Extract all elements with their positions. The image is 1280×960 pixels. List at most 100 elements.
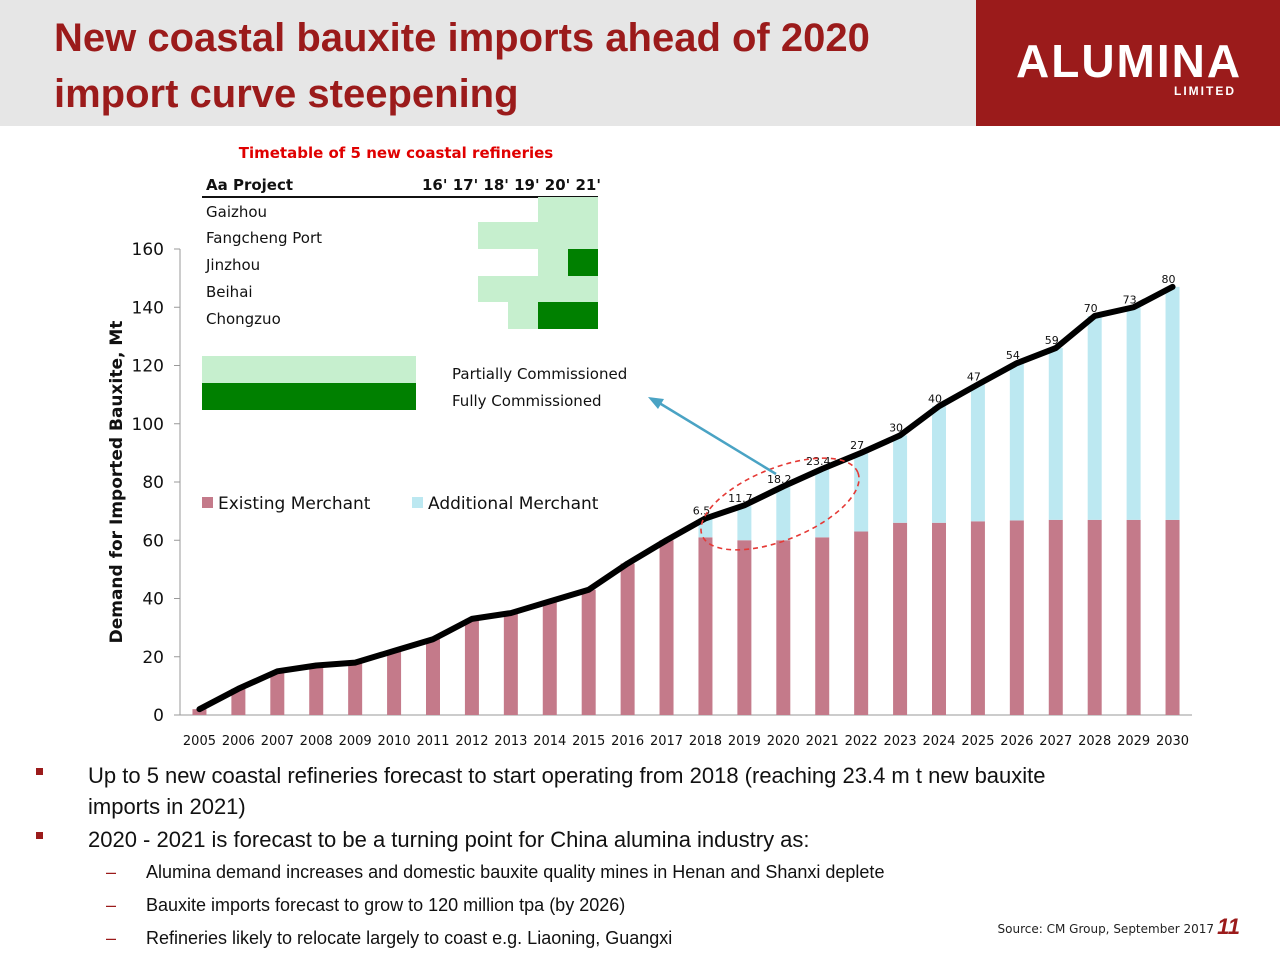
alumina-logo: ALUMINA LIMITED bbox=[976, 0, 1280, 126]
timetable-cell-partial bbox=[538, 197, 568, 222]
bar-existing-2017 bbox=[659, 540, 674, 715]
sub-bullet-2: – Bauxite imports forecast to grow to 12… bbox=[106, 893, 625, 917]
bar-existing-2024 bbox=[932, 522, 946, 715]
bullet-1-line-2: imports in 2021) bbox=[88, 794, 246, 819]
x-tick-label-2008: 2008 bbox=[300, 734, 333, 749]
data-label-2028: 70 bbox=[1084, 302, 1098, 315]
y-tick-label: 100 bbox=[132, 415, 164, 435]
data-label-2022: 27 bbox=[850, 439, 864, 452]
callout-arrow bbox=[655, 399, 777, 476]
logo-subtitle: LIMITED bbox=[1174, 84, 1236, 98]
y-tick-label: 140 bbox=[132, 298, 164, 318]
x-tick-label-2027: 2027 bbox=[1039, 734, 1072, 749]
x-tick-label-2016: 2016 bbox=[611, 734, 644, 749]
data-label-2027: 59 bbox=[1045, 334, 1059, 347]
bar-existing-2019 bbox=[737, 540, 752, 715]
timetable-cell-partial bbox=[508, 222, 538, 249]
bar-additional-2022 bbox=[854, 452, 869, 532]
x-tick-label-2022: 2022 bbox=[845, 734, 878, 749]
source-note: Source: CM Group, September 2017 bbox=[997, 922, 1214, 936]
timetable-cell-partial bbox=[568, 222, 598, 249]
bar-existing-2020 bbox=[776, 540, 791, 715]
bar-existing-2014 bbox=[542, 601, 557, 715]
bauxite-demand-chart: Timetable of 5 new coastal refineries Aa… bbox=[107, 144, 1192, 749]
legend-swatch-full bbox=[202, 383, 416, 410]
x-tick-label-2028: 2028 bbox=[1078, 734, 1111, 749]
x-tick-label-2025: 2025 bbox=[961, 734, 994, 749]
timetable-project-fangcheng-port: Fangcheng Port bbox=[206, 229, 322, 247]
x-tick-label-2015: 2015 bbox=[572, 734, 605, 749]
bar-additional-2030 bbox=[1165, 286, 1180, 520]
bar-existing-2030 bbox=[1165, 519, 1180, 715]
timetable-cell-partial bbox=[538, 249, 568, 276]
x-tick-label-2005: 2005 bbox=[183, 734, 216, 749]
x-tick-label-2012: 2012 bbox=[455, 734, 488, 749]
bar-additional-2019 bbox=[737, 506, 752, 541]
timetable-header-project: Aa Project bbox=[206, 176, 293, 194]
sub-bullet-dash: – bbox=[106, 862, 117, 882]
bar-additional-2023 bbox=[893, 435, 908, 523]
timetable-cell-partial bbox=[538, 276, 568, 302]
x-tick-label-2023: 2023 bbox=[884, 734, 917, 749]
bar-existing-2025 bbox=[970, 521, 985, 715]
x-tick-label-2013: 2013 bbox=[494, 734, 527, 749]
logo-wordmark: ALUMINA bbox=[1016, 35, 1243, 87]
bar-existing-2010 bbox=[387, 650, 402, 715]
timetable-cell-full bbox=[568, 302, 598, 329]
y-tick-label: 40 bbox=[142, 590, 164, 610]
sub-bullet-1: – Alumina demand increases and domestic … bbox=[106, 860, 885, 884]
x-tick-label-2019: 2019 bbox=[728, 734, 761, 749]
page-title: New coastal bauxite imports ahead of 202… bbox=[54, 10, 954, 122]
total-demand-line bbox=[196, 283, 1176, 713]
bar-existing-2027 bbox=[1048, 519, 1063, 715]
bar-existing-2029 bbox=[1126, 519, 1141, 715]
legend-label-full: Fully Commissioned bbox=[452, 392, 602, 410]
header-bar: New coastal bauxite imports ahead of 202… bbox=[0, 0, 1280, 126]
timetable-cell-partial bbox=[568, 276, 598, 302]
y-tick-label: 80 bbox=[142, 473, 164, 493]
bar-additional-2026 bbox=[1009, 363, 1024, 521]
sub-bullet-1-text: Alumina demand increases and domestic ba… bbox=[146, 862, 885, 882]
chart-legend-swatch-existing bbox=[202, 497, 213, 508]
y-tick-label: 0 bbox=[153, 706, 164, 726]
bar-existing-2015 bbox=[581, 589, 596, 715]
data-label-2023: 30 bbox=[889, 421, 903, 434]
bar-additional-2028 bbox=[1087, 315, 1102, 520]
callout-arrowhead bbox=[648, 397, 664, 409]
data-label-2030: 80 bbox=[1162, 273, 1176, 286]
data-label-2025: 47 bbox=[967, 370, 981, 383]
bar-existing-2009 bbox=[348, 662, 363, 715]
x-tick-label-2017: 2017 bbox=[650, 734, 683, 749]
timetable-project-jinzhou: Jinzhou bbox=[205, 256, 260, 274]
x-tick-label-2030: 2030 bbox=[1156, 734, 1189, 749]
data-label-2024: 40 bbox=[928, 392, 942, 405]
x-tick-label-2024: 2024 bbox=[922, 734, 955, 749]
bar-existing-2006 bbox=[231, 688, 246, 715]
y-tick-label: 160 bbox=[132, 240, 164, 260]
timetable-header-years: 16' 17' 18' 19' 20' 21' bbox=[422, 176, 601, 194]
legend-label-partial: Partially Commissioned bbox=[452, 365, 627, 383]
bar-existing-2018 bbox=[698, 537, 713, 715]
highlight-ellipse bbox=[700, 457, 860, 551]
timetable-cell-partial bbox=[478, 222, 508, 249]
bar-existing-2012 bbox=[464, 618, 479, 715]
timetable-cell-full bbox=[568, 249, 598, 276]
x-tick-label-2029: 2029 bbox=[1117, 734, 1150, 749]
timetable-cell-partial bbox=[508, 302, 538, 329]
x-tick-label-2010: 2010 bbox=[378, 734, 411, 749]
sub-bullet-dash: – bbox=[106, 928, 117, 948]
y-tick-label: 120 bbox=[132, 357, 164, 377]
bar-existing-2007 bbox=[270, 671, 285, 715]
y-axis-label: Demand for Imported Bauxite, Mt bbox=[107, 321, 127, 644]
chart-legend-swatch-additional bbox=[412, 497, 423, 508]
x-tick-label-2020: 2020 bbox=[767, 734, 800, 749]
timetable-cell-full bbox=[538, 302, 568, 329]
timetable-cell-partial bbox=[478, 276, 508, 302]
bar-existing-2011 bbox=[426, 639, 440, 715]
bar-existing-2028 bbox=[1087, 519, 1102, 715]
timetable-project-gaizhou: Gaizhou bbox=[206, 203, 267, 221]
bar-additional-2021 bbox=[815, 469, 830, 538]
timetable-title: Timetable of 5 new coastal refineries bbox=[239, 144, 554, 162]
page-number: 11 bbox=[1217, 914, 1240, 939]
chart-legend-additional: Additional Merchant bbox=[428, 494, 599, 514]
